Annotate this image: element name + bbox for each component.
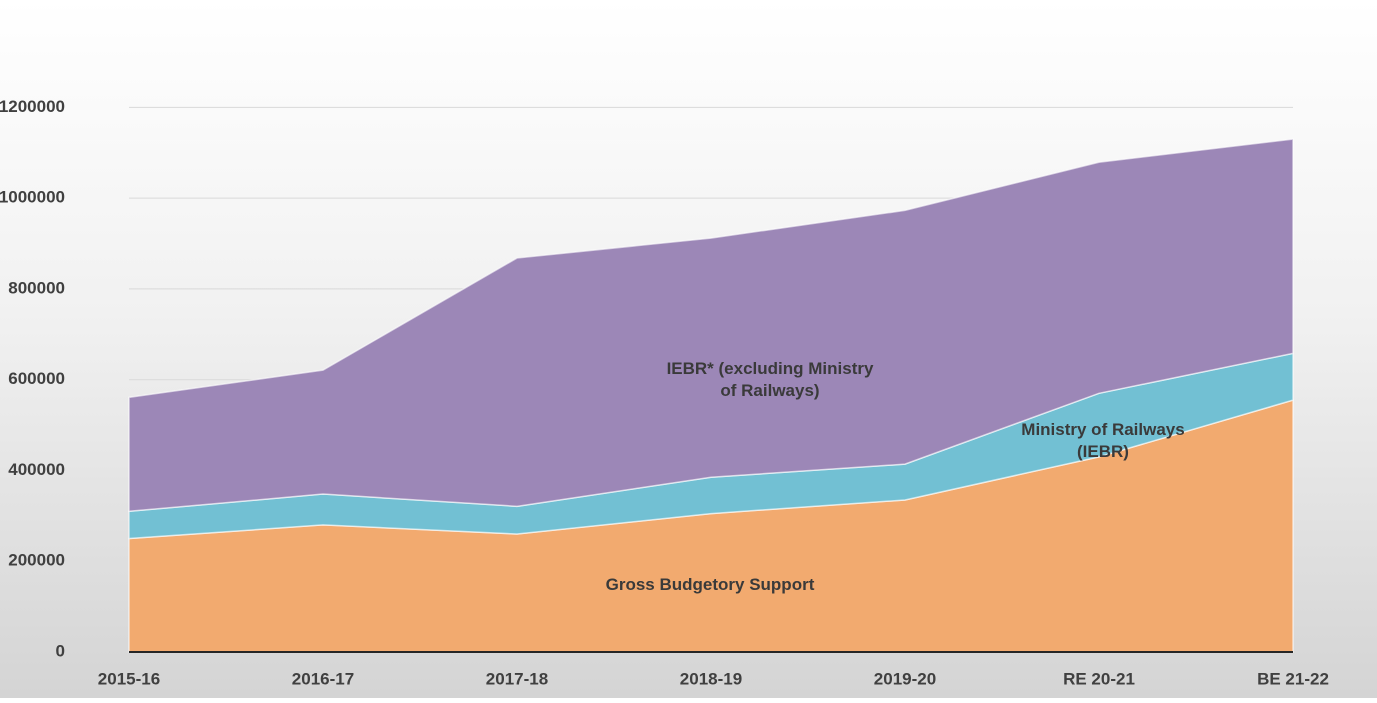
series-label: Gross Budgetory Support [605, 575, 815, 594]
x-tick-label: RE 20-21 [1063, 669, 1135, 688]
x-tick-label: 2016-17 [292, 669, 354, 688]
x-tick-label: BE 21-22 [1257, 669, 1329, 688]
x-tick-label: 2018-19 [680, 669, 742, 688]
x-tick-label: 2019-20 [874, 669, 936, 688]
y-tick-label: 1000000 [0, 188, 65, 207]
series-label: IEBR* (excluding Ministry of Railways) [666, 359, 874, 400]
y-tick-label: 1200000 [0, 97, 65, 116]
y-tick-label: 0 [56, 641, 65, 660]
y-tick-label: 600000 [8, 369, 65, 388]
y-tick-label: 800000 [8, 278, 65, 297]
x-tick-label: 2017-18 [486, 669, 548, 688]
series-label: Ministry of Railways (IEBR) [1021, 420, 1185, 461]
area [128, 138, 1294, 513]
y-tick-label: 200000 [8, 551, 65, 570]
y-tick-label: 400000 [8, 460, 65, 479]
x-tick-label: 2015-16 [98, 669, 160, 688]
